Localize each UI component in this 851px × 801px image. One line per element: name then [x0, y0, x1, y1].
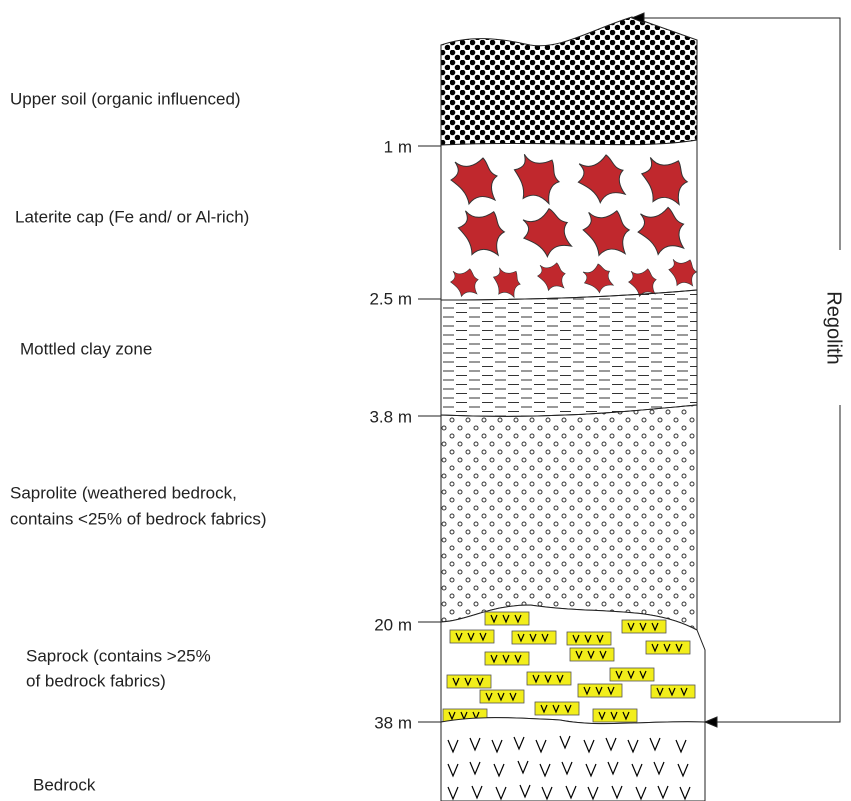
depth-label: 20 m	[374, 615, 412, 634]
mottled-clay	[441, 290, 697, 416]
depth-label: 3.8 m	[369, 407, 412, 426]
saprolite	[441, 405, 697, 630]
layer-label: contains <25% of bedrock fabrics)	[10, 509, 267, 528]
depth-ticks	[418, 146, 441, 722]
weathering-profile: 1 m 2.5 m 3.8 m 20 m 38 m Upper soil (or…	[0, 0, 851, 801]
depth-label: 1 m	[384, 137, 412, 156]
layer-label: Upper soil (organic influenced)	[10, 89, 241, 108]
layer-label: Saprolite (weathered bedrock,	[10, 483, 237, 502]
layer-label: Mottled clay zone	[20, 339, 152, 358]
regolith-label: Regolith	[823, 291, 845, 364]
layer-label: Saprock (contains >25%	[26, 646, 211, 665]
depth-label: 38 m	[374, 713, 412, 732]
column	[441, 17, 705, 801]
layer-label: Bedrock	[33, 775, 96, 794]
upper-soil	[441, 17, 697, 145]
depth-label: 2.5 m	[369, 289, 412, 308]
layer-label: of bedrock fabrics)	[26, 671, 166, 690]
layer-label: Laterite cap (Fe and/ or Al-rich)	[15, 207, 249, 226]
